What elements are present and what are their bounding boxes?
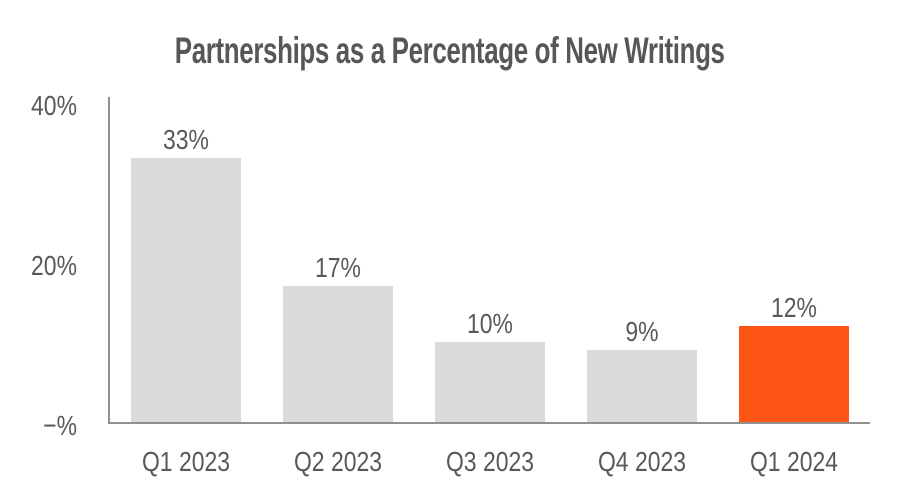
x-axis-line: [108, 422, 870, 424]
x-axis-label-q2-2023: Q2 2023: [293, 446, 383, 477]
chart-title-text: Partnerships as a Percentage of New Writ…: [175, 30, 725, 71]
x-axis-label-q4-2023: Q4 2023: [597, 446, 687, 477]
x-axis-label-q1-2024: Q1 2024: [749, 446, 839, 477]
x-axis-label-q1-2023: Q1 2023: [141, 446, 231, 477]
y-tick-label-40: 40%: [31, 90, 77, 121]
bar-q4-2023: [587, 350, 697, 422]
bar-q1-2024: [739, 326, 849, 422]
chart-title: Partnerships as a Percentage of New Writ…: [0, 30, 900, 72]
data-label-q1-2024: 12%: [771, 292, 817, 323]
y-tick-label-20: 20%: [31, 250, 77, 281]
y-tick-label-0: −%: [43, 410, 77, 441]
data-label-q3-2023: 10%: [467, 308, 513, 339]
bar-q2-2023: [283, 286, 393, 422]
data-label-q4-2023: 9%: [625, 316, 659, 347]
data-label-q1-2023: 33%: [163, 124, 209, 155]
x-axis-label-q3-2023: Q3 2023: [445, 446, 535, 477]
bar-q1-2023: [131, 158, 241, 422]
y-axis-line: [108, 97, 110, 424]
data-label-q2-2023: 17%: [315, 252, 361, 283]
bar-q3-2023: [435, 342, 545, 422]
